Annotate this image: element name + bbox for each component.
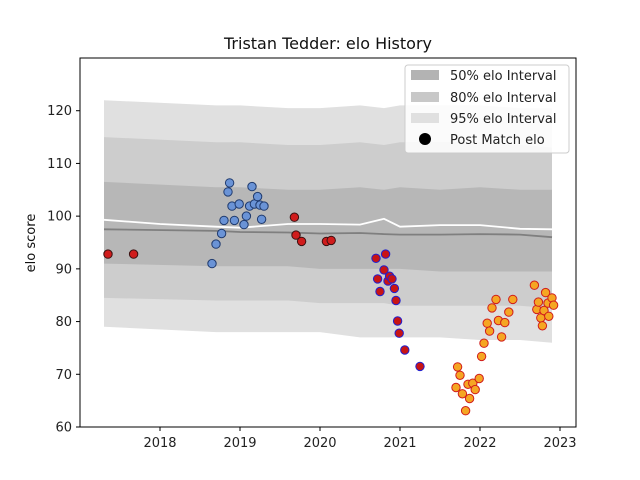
post-match-point <box>387 274 397 284</box>
legend-label-50: 50% elo Interval <box>450 69 557 84</box>
post-match-point <box>296 236 307 247</box>
y-tick-label: 100 <box>47 210 72 225</box>
post-match-point <box>496 332 507 342</box>
y-tick-label: 90 <box>55 262 72 277</box>
post-match-point <box>529 280 540 290</box>
post-match-point <box>504 307 514 317</box>
post-match-point <box>219 215 229 226</box>
legend: 50% elo Interval 80% elo Interval 95% el… <box>404 64 570 154</box>
post-match-point <box>252 191 263 202</box>
post-match-point <box>259 201 269 211</box>
post-match-point <box>247 181 257 192</box>
post-match-point <box>289 212 300 222</box>
post-match-point <box>256 214 267 225</box>
chart-title: Tristan Tedder: elo History <box>223 34 432 53</box>
legend-label-80: 80% elo Interval <box>450 91 557 106</box>
post-match-point <box>451 382 461 393</box>
y-axis: 60 70 80 90 100 110 120 <box>47 104 80 436</box>
x-tick-label: 2018 <box>143 436 176 451</box>
x-tick-label: 2023 <box>543 436 576 451</box>
y-tick-label: 80 <box>55 315 72 330</box>
plot-content <box>103 100 559 416</box>
y-tick-label: 110 <box>47 157 72 172</box>
post-match-point <box>391 295 401 306</box>
post-match-point <box>229 215 240 226</box>
post-match-point <box>452 362 463 372</box>
post-match-point <box>479 338 489 348</box>
post-match-point <box>389 283 400 294</box>
post-match-point <box>394 328 404 338</box>
x-tick-label: 2019 <box>223 436 256 451</box>
post-match-point <box>207 258 217 269</box>
x-tick-label: 2020 <box>303 436 336 451</box>
post-match-point <box>533 297 544 307</box>
post-match-point <box>415 361 425 372</box>
legend-label-95: 95% elo Interval <box>450 112 557 127</box>
post-match-point <box>482 318 492 328</box>
median-line <box>103 228 553 239</box>
y-tick-label: 120 <box>47 104 72 119</box>
post-match-point <box>128 249 139 259</box>
post-match-point <box>224 178 235 188</box>
post-match-point <box>291 230 301 240</box>
legend-swatch-95 <box>411 113 439 123</box>
post-match-point <box>380 249 391 259</box>
post-match-point <box>239 219 249 230</box>
post-match-point <box>223 187 233 197</box>
axes-frame <box>79 57 577 428</box>
legend-swatch-80 <box>411 92 439 102</box>
legend-swatch-50 <box>411 70 439 80</box>
post-match-point <box>400 345 410 355</box>
post-match-point <box>372 274 383 284</box>
post-match-point <box>371 253 381 263</box>
post-match-point <box>548 300 559 310</box>
post-match-point <box>241 211 252 221</box>
post-match-point <box>464 393 475 404</box>
post-match-point <box>326 235 336 246</box>
post-match-point <box>234 199 244 209</box>
post-match-point <box>216 228 227 239</box>
legend-label-post-match: Post Match elo <box>450 133 545 148</box>
post-match-point <box>392 316 403 326</box>
y-axis-label: elo score <box>24 214 39 273</box>
post-match-point <box>379 265 389 275</box>
post-match-point <box>487 303 497 313</box>
post-match-point <box>476 351 487 362</box>
post-match-point <box>508 294 518 305</box>
post-match-point <box>457 389 468 399</box>
post-match-point <box>470 384 480 395</box>
post-match-point <box>375 286 385 297</box>
post-match-point <box>540 287 551 298</box>
post-match-point <box>474 373 484 384</box>
legend-box <box>404 64 570 154</box>
x-axis: 2018 2019 2020 2021 2022 2023 <box>143 427 577 451</box>
x-tick-label: 2022 <box>463 436 496 451</box>
post-match-point <box>455 370 465 380</box>
post-match-point <box>211 239 221 249</box>
x-tick-label: 2021 <box>383 436 416 451</box>
post-match-point <box>103 249 113 259</box>
post-match-point <box>460 406 471 416</box>
post-match-point <box>491 294 501 305</box>
mean-line <box>103 217 553 231</box>
post-match-point <box>484 326 495 336</box>
post-match-point <box>537 321 548 331</box>
plot-area <box>103 100 559 416</box>
y-tick-label: 70 <box>55 368 72 383</box>
band-50 <box>104 181 552 272</box>
legend-marker-post-match <box>419 133 431 145</box>
y-tick-label: 60 <box>55 421 72 436</box>
post-match-point <box>500 317 510 328</box>
post-match-point <box>544 311 554 321</box>
